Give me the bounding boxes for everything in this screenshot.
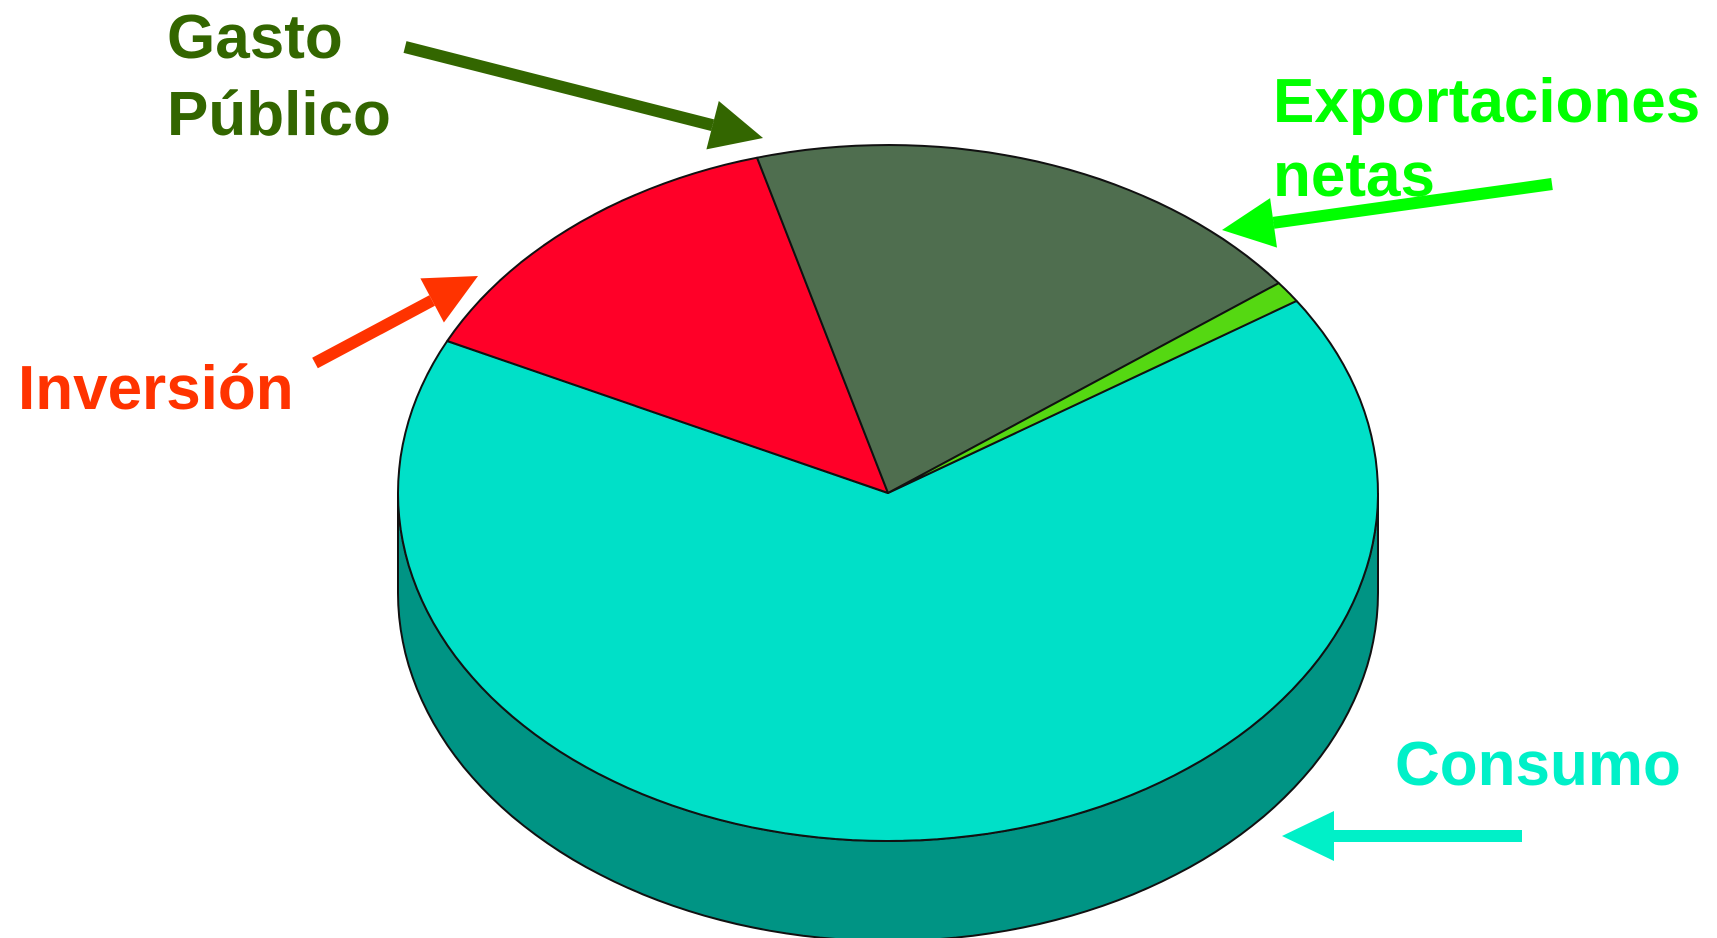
- exportaciones-netas-arrow-shaft: [1272, 178, 1553, 229]
- pie-slice-exportaciones-netas: [887, 282, 1298, 494]
- exportaciones-netas-arrow-head: [1222, 198, 1277, 248]
- gasto-publico-label-line-2: Público: [167, 80, 391, 149]
- pie-slice-consumo: [397, 299, 1379, 842]
- consumo-arrow-head: [1282, 811, 1334, 861]
- pie-labels-layer: Consumo Inversión Gasto Público Exportacione…: [18, 3, 1700, 799]
- pie-arrows-layer: [312, 41, 1553, 861]
- pie-top-layer: [397, 144, 1379, 842]
- inversion-label: Inversión: [18, 354, 294, 423]
- exportaciones-netas-label-line-1: Exportaciones: [1273, 67, 1700, 136]
- pie-slice-inversion: [446, 156, 889, 494]
- gasto-publico-label-line-1: Gasto: [167, 3, 343, 72]
- consumo-label: Consumo: [1395, 730, 1681, 799]
- gasto-publico-arrow-head: [706, 101, 763, 150]
- inversion-arrow-shaft: [312, 295, 435, 369]
- gasto-publico-arrow-shaft: [403, 41, 715, 132]
- pie-slice-gasto-publico: [756, 144, 1280, 494]
- exportaciones-netas-label-line-2: netas: [1273, 141, 1435, 210]
- inversion-arrow-head: [420, 276, 478, 323]
